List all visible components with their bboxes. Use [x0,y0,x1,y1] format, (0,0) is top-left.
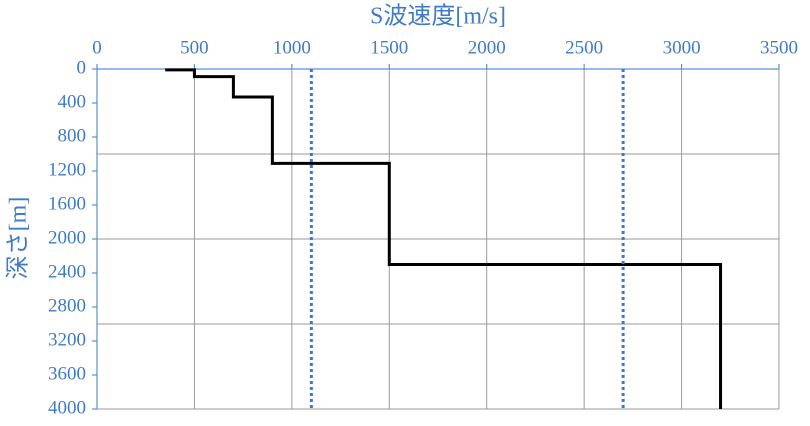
y-tick-label: 1200 [48,159,86,180]
x-tick-label: 2500 [565,37,603,58]
x-tick-label: 500 [180,37,209,58]
x-tick-label: 2000 [468,37,506,58]
y-tick-label: 2000 [48,227,86,248]
x-tick-label: 3500 [760,37,798,58]
y-tick-label: 3600 [48,363,86,384]
y-tick-label: 0 [77,57,87,78]
x-axis-title: S波速度[m/s] [370,3,506,30]
y-tick-label: 4000 [48,397,86,418]
y-tick-label: 400 [58,91,87,112]
y-tick-label: 2400 [48,261,86,282]
x-tick-label: 3000 [663,37,701,58]
y-tick-label: 1600 [48,193,86,214]
series-line [165,68,723,409]
x-tick-label: 0 [92,37,102,58]
y-axis-title: 深さ[m] [5,197,32,280]
x-tick-label: 1000 [273,37,311,58]
y-tick-label: 2800 [48,295,86,316]
x-tick-label: 1500 [370,37,408,58]
y-tick-label: 3200 [48,329,86,350]
y-tick-label: 800 [58,125,87,146]
